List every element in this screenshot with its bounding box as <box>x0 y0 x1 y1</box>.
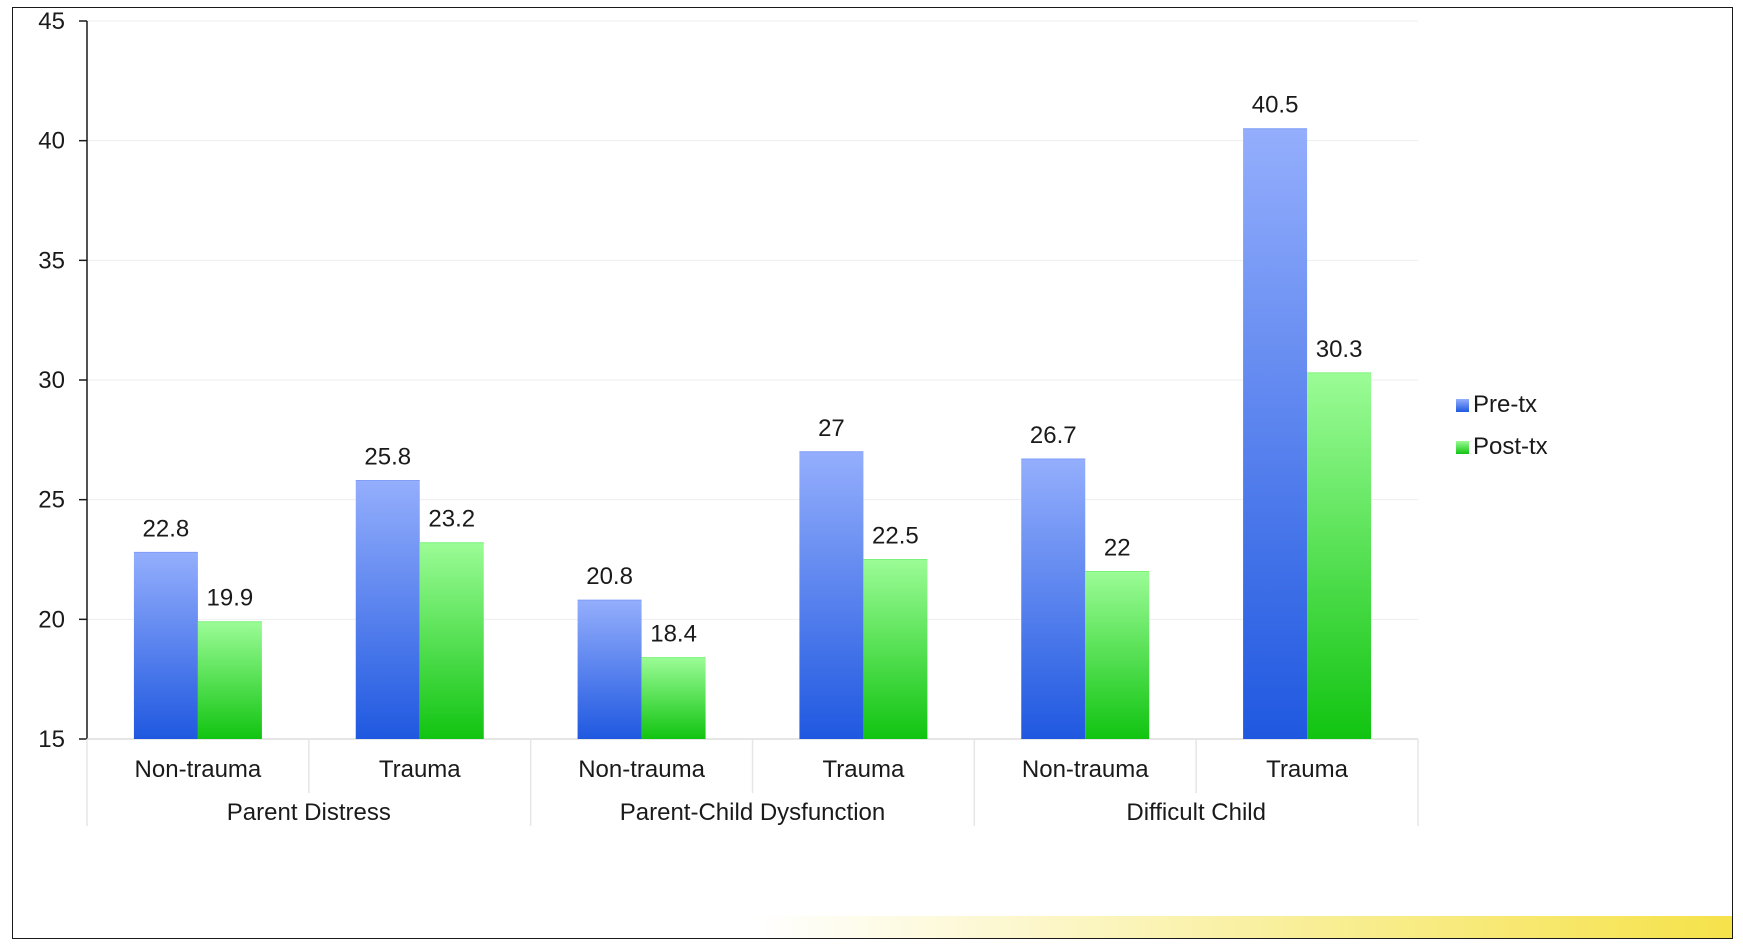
data-label-post-tx-0: 19.9 <box>207 585 254 612</box>
y-tick-label: 45 <box>38 8 65 35</box>
y-tick-label: 40 <box>38 128 65 155</box>
data-label-pre-tx-5: 40.5 <box>1252 92 1299 119</box>
x-category-label: Non-trauma <box>135 756 262 783</box>
axes: 15 20 25 30 35 40 45 <box>38 8 1418 753</box>
data-label-pre-tx-4: 26.7 <box>1030 422 1077 449</box>
bar-pre-tx-3 <box>799 451 864 739</box>
data-labels: 22.8 25.8 20.8 27 26.7 40.5 19.9 23.2 18.4 22.5 22… <box>143 92 1363 648</box>
y-tick-label: 30 <box>38 367 65 394</box>
bar-post-tx-2 <box>641 657 706 739</box>
legend-label-post-tx: Post-tx <box>1473 433 1548 460</box>
bars <box>133 128 1372 739</box>
bar-pre-tx-1 <box>355 480 420 739</box>
bar-post-tx-4 <box>1085 571 1150 739</box>
bar-pre-tx-4 <box>1021 458 1086 739</box>
y-tick-label: 15 <box>38 726 65 753</box>
x-group-label: Parent-Child Dysfunction <box>620 799 885 826</box>
y-tick-label: 25 <box>38 487 65 514</box>
data-label-pre-tx-0: 22.8 <box>143 515 190 542</box>
data-label-post-tx-1: 23.2 <box>428 506 475 533</box>
chart-frame: 15 20 25 30 35 40 45 22.8 25.8 20.8 27 26.7 40.5 19.… <box>12 7 1733 939</box>
bar-pre-tx-5 <box>1243 128 1308 739</box>
bar-post-tx-5 <box>1307 372 1372 739</box>
data-label-pre-tx-3: 27 <box>818 415 845 442</box>
x-category-label: Trauma <box>823 756 905 783</box>
data-label-pre-tx-2: 20.8 <box>586 563 633 590</box>
x-category-label: Trauma <box>1266 756 1348 783</box>
y-tick-label: 35 <box>38 247 65 274</box>
data-label-post-tx-5: 30.3 <box>1316 336 1363 363</box>
x-group-label: Difficult Child <box>1126 799 1266 826</box>
bar-chart: 15 20 25 30 35 40 45 22.8 25.8 20.8 27 26.7 40.5 19.… <box>38 8 1548 826</box>
x-axis-categories: Non-trauma Trauma Non-trauma Trauma Non-trau… <box>86 739 1419 826</box>
data-label-post-tx-2: 18.4 <box>650 621 697 648</box>
y-tick-label: 20 <box>38 606 65 633</box>
x-group-label: Parent Distress <box>227 799 391 826</box>
bar-post-tx-0 <box>197 621 262 739</box>
bar-post-tx-1 <box>419 542 484 739</box>
bar-pre-tx-0 <box>133 552 198 739</box>
gridlines <box>87 20 1418 620</box>
bar-pre-tx-2 <box>577 600 642 739</box>
x-category-label: Trauma <box>379 756 461 783</box>
decorative-accent-strip <box>753 916 1732 938</box>
data-label-post-tx-3: 22.5 <box>872 523 919 550</box>
legend-swatch-pre-tx <box>1456 399 1469 412</box>
x-category-label: Non-trauma <box>578 756 705 783</box>
bar-post-tx-3 <box>863 559 928 739</box>
data-label-pre-tx-1: 25.8 <box>364 444 411 471</box>
legend-label-pre-tx: Pre-tx <box>1473 391 1537 418</box>
x-category-label: Non-trauma <box>1022 756 1149 783</box>
data-label-post-tx-4: 22 <box>1104 534 1131 561</box>
legend-swatch-post-tx <box>1456 441 1469 454</box>
legend: Pre-tx Post-tx <box>1456 391 1548 460</box>
